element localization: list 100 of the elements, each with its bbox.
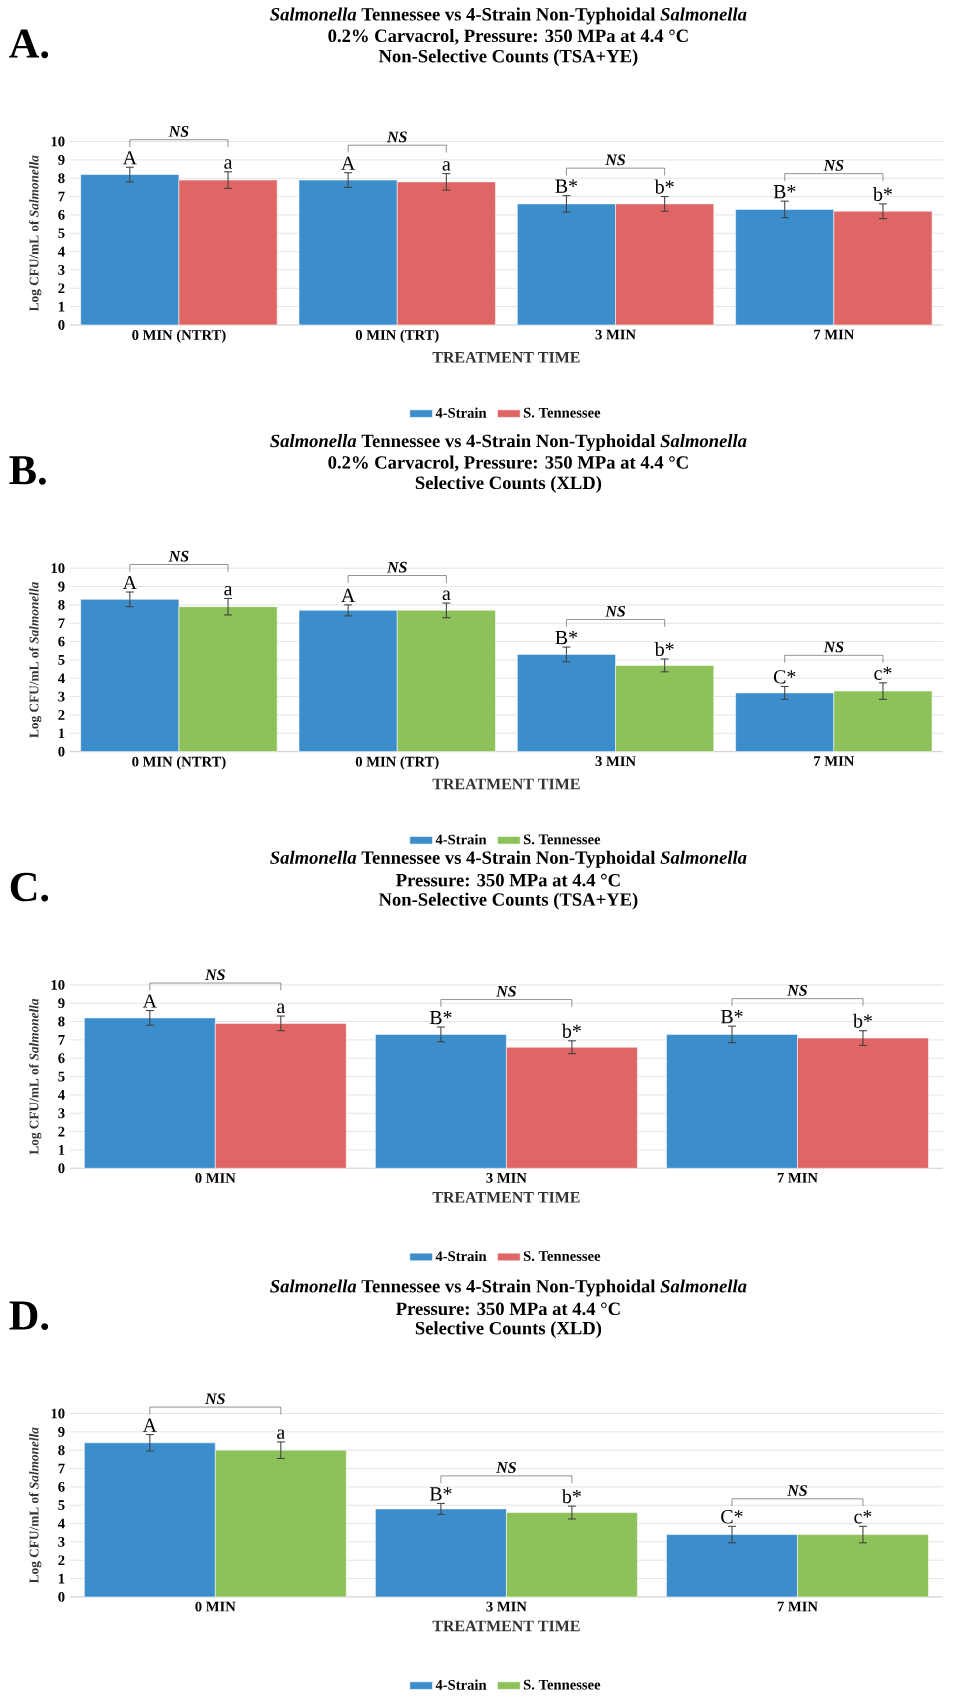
chart-subtitle: 0.2% Carvacrol, Pressure: 350 MPa at 4.4 °C: [328, 455, 688, 472]
data-label: b*: [873, 186, 892, 201]
text: NS: [204, 1393, 225, 1405]
data-label: b*: [853, 1013, 872, 1028]
legend-label: 4-Strain: [435, 1679, 487, 1690]
y-tick-label: 0: [58, 1163, 65, 1174]
y-tick-label: 10: [51, 563, 65, 574]
x-tick-label: 0 MIN: [195, 1172, 236, 1183]
data-label: c*: [854, 1510, 872, 1524]
data-label: B*: [555, 179, 578, 193]
y-tick-label: 0: [58, 1592, 65, 1602]
annotation: NS: [496, 1462, 516, 1473]
text: Selective Counts (XLD): [415, 1321, 602, 1339]
annotation: NS: [386, 561, 407, 573]
data-label: A: [122, 151, 137, 165]
annotation: NS: [605, 154, 626, 166]
y-tick-label: 1: [58, 1573, 65, 1584]
x-axis-title: TREATMENT TIME: [432, 1191, 580, 1203]
y-tick-label: 3: [58, 265, 65, 275]
data-label: B*: [429, 1487, 452, 1501]
x-tick-label: 0 MIN (TRT): [355, 756, 439, 770]
y-tick-label: 10: [51, 979, 65, 990]
text: D.: [9, 1301, 49, 1331]
x-tick-label: 0 MIN: [195, 1601, 236, 1612]
annotation: NS: [605, 605, 626, 617]
data-label: b*: [561, 1489, 581, 1504]
y-tick-label: 0: [58, 746, 65, 757]
data-label: B*: [429, 1011, 452, 1025]
text: Non-Selective Counts (TSA+YE): [378, 892, 638, 910]
data-label: C*: [773, 670, 796, 684]
y-tick-label: 9: [58, 1426, 65, 1437]
y-tick-label: 6: [58, 636, 65, 647]
y-tick-label: 6: [58, 210, 65, 220]
data-label: c*: [874, 666, 892, 680]
annotation: NS: [823, 641, 844, 653]
data-label: C*: [721, 1510, 743, 1524]
y-tick-label: 7: [58, 191, 65, 202]
data-label: a: [224, 585, 233, 596]
x-tick-label: 3 MIN: [595, 329, 636, 340]
legend-label: S. Tennessee: [523, 407, 601, 418]
x-tick-label: 0 MIN (NTRT): [132, 329, 226, 343]
y-tick-label: 10: [51, 1408, 65, 1419]
y-tick-label: 8: [58, 1445, 65, 1456]
y-tick-label: 4: [58, 673, 65, 684]
annotation: NS: [823, 159, 844, 171]
data-label: A: [142, 1418, 157, 1432]
y-axis-title: Log CFU/mL of Salmonella: [29, 582, 42, 738]
data-label: a: [277, 1003, 285, 1014]
text: Selective Counts (XLD): [415, 476, 602, 493]
x-tick-label: 7 MIN: [814, 756, 855, 766]
x-tick-label: 3 MIN: [486, 1172, 527, 1183]
y-tick-label: 9: [58, 581, 65, 592]
y-tick-label: 3: [58, 1108, 65, 1119]
x-tick-label: 0 MIN (NTRT): [132, 756, 226, 770]
y-tick-label: 9: [58, 154, 65, 165]
chart-subtitle: Pressure: 350 MPa at 4.4 °C: [396, 873, 620, 887]
text: Non-Selective Counts (TSA+YE): [378, 49, 638, 67]
data-label: A: [341, 156, 356, 170]
text: C.: [10, 872, 49, 902]
legend-label: S. Tennessee: [523, 834, 601, 845]
y-tick-label: 5: [58, 228, 65, 239]
chart-title: Salmonella Tennessee vs 4-Strain Non-Typhoidal Salmonella: [270, 850, 747, 868]
x-axis-title: TREATMENT TIME: [432, 352, 580, 363]
y-axis-title: Log CFU/mL of Salmonella: [29, 155, 42, 312]
y-tick-label: 1: [58, 728, 65, 739]
chart-title: Salmonella Tennessee vs 4-Strain Non-Typhoidal Salmonella: [270, 434, 747, 452]
y-tick-label: 3: [58, 691, 65, 702]
text: NS: [168, 126, 189, 137]
y-tick-label: 5: [58, 1071, 65, 1082]
x-tick-label: 3 MIN: [595, 756, 636, 767]
y-tick-label: 2: [58, 710, 65, 720]
y-tick-label: 7: [58, 618, 65, 628]
y-tick-label: 8: [58, 1016, 65, 1027]
chart-title: Salmonella Tennessee vs 4-Strain Non-Typhoidal Salmonella: [270, 7, 747, 25]
y-tick-label: 4: [58, 246, 65, 257]
legend-label: S. Tennessee: [523, 1251, 601, 1262]
legend-label: 4-Strain: [435, 407, 487, 418]
chart-subtitle: Pressure: 350 MPa at 4.4 °C: [396, 1302, 620, 1316]
legend-label: 4-Strain: [435, 834, 487, 845]
y-tick-label: 2: [58, 1126, 65, 1137]
data-label: A: [122, 575, 137, 590]
chart-title: Salmonella Tennessee vs 4-Strain Non-Typhoidal Salmonella: [270, 1279, 747, 1297]
text: NS: [168, 550, 189, 562]
x-axis-title: TREATMENT TIME: [432, 1620, 580, 1632]
y-tick-label: 2: [58, 283, 65, 294]
y-tick-label: 6: [58, 1481, 65, 1492]
legend-label: 4-Strain: [435, 1250, 487, 1262]
y-tick-label: 0: [58, 320, 65, 330]
annotation: NS: [787, 984, 807, 996]
data-label: b*: [654, 179, 674, 194]
data-label: B*: [555, 631, 578, 645]
y-tick-label: 8: [58, 173, 65, 184]
y-tick-label: 6: [58, 1053, 65, 1064]
y-tick-label: 3: [58, 1537, 65, 1547]
y-tick-label: 10: [51, 136, 65, 147]
y-axis-title: Log CFU/mL of Salmonella: [29, 1427, 42, 1584]
y-tick-label: 4: [58, 1518, 65, 1529]
data-label: a: [442, 161, 451, 171]
text: NS: [204, 969, 225, 981]
y-tick-label: 2: [58, 1555, 65, 1566]
